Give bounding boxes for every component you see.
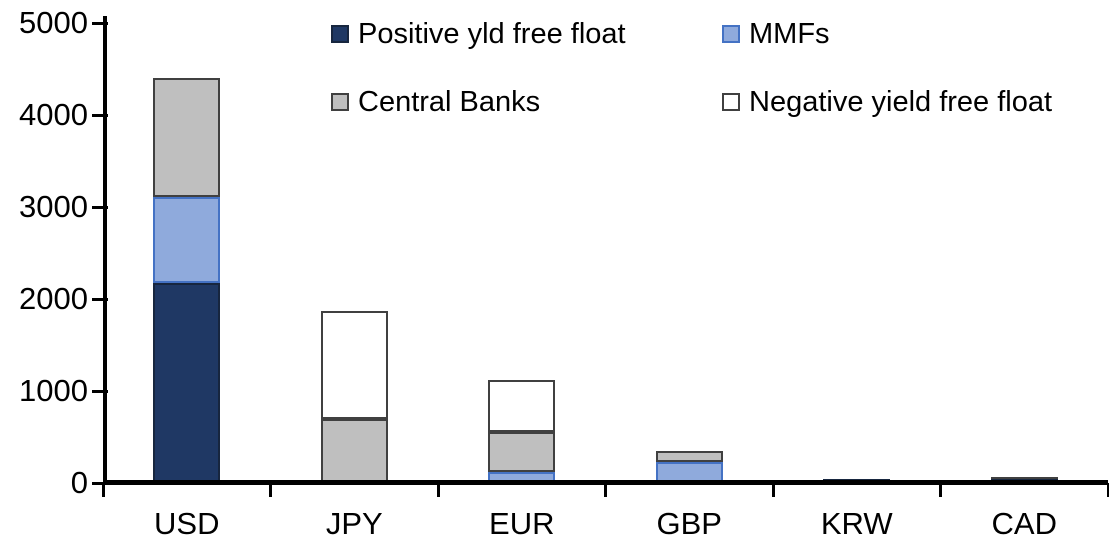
y-axis-tick: [92, 297, 108, 301]
x-axis-tick: [771, 483, 775, 497]
bar-segment-usd-central-banks: [153, 78, 221, 197]
x-axis-label-jpy: JPY: [325, 506, 383, 541]
legend-item-mmfs: MMFs: [722, 16, 830, 52]
x-axis-label-usd: USD: [154, 506, 220, 541]
legend-label-negative-yield-free-float: Negative yield free float: [749, 86, 1053, 118]
x-axis-line: [103, 480, 1108, 485]
y-axis-line: [103, 16, 107, 485]
y-axis-tick: [92, 21, 108, 25]
bar-segment-usd-mmfs: [153, 196, 221, 284]
bar-segment-jpy-central-banks: [320, 418, 388, 483]
legend-item-central-banks: Central Banks: [331, 84, 540, 120]
y-axis-tick: [92, 113, 108, 117]
x-axis-tick: [604, 483, 607, 497]
bar-segment-usd-positive-yld-free-float: [153, 283, 221, 483]
legend-swatch-positive-yld-free-float: [331, 25, 349, 43]
legend-item-negative-yield-free-float: Negative yield free float: [722, 84, 1052, 120]
bar-segment-eur-central-banks: [488, 432, 556, 472]
legend-label-central-banks: Central Banks: [358, 86, 541, 118]
x-axis-tick: [1106, 483, 1109, 497]
x-axis-tick: [436, 483, 440, 497]
y-axis-tick-label: 5000: [19, 5, 88, 40]
y-axis-tick-label: 1000: [19, 373, 88, 408]
y-axis-tick-label: 0: [70, 465, 88, 500]
bar-segment-eur-negative-yield-free-float: [488, 379, 556, 433]
bar-segment-gbp-central-banks: [655, 450, 723, 462]
y-axis-tick-label: 4000: [19, 97, 88, 132]
legend-swatch-negative-yield-free-float: [722, 93, 740, 111]
x-axis-label-gbp: GBP: [656, 506, 722, 541]
x-axis-tick: [101, 483, 105, 497]
legend-swatch-mmfs: [722, 25, 740, 43]
y-axis-tick: [92, 389, 108, 393]
bar-segment-cad-central-banks: [990, 477, 1058, 480]
x-axis-label-cad: CAD: [991, 506, 1057, 541]
x-axis-tick: [269, 483, 272, 497]
legend-item-positive-yld-free-float: Positive yld free float: [331, 16, 626, 52]
x-axis-tick: [939, 483, 942, 497]
legend-label-positive-yld-free-float: Positive yld free float: [358, 18, 626, 50]
legend-swatch-central-banks: [331, 93, 349, 111]
y-axis-tick: [92, 205, 108, 209]
x-axis-label-krw: KRW: [820, 506, 893, 541]
legend-label-mmfs: MMFs: [749, 18, 830, 50]
bar-segment-jpy-negative-yield-free-float: [320, 310, 388, 419]
y-axis-tick-label: 3000: [19, 189, 88, 224]
y-axis-tick: [92, 481, 108, 485]
y-axis-tick-label: 2000: [19, 281, 88, 316]
x-axis-label-eur: EUR: [489, 506, 555, 541]
